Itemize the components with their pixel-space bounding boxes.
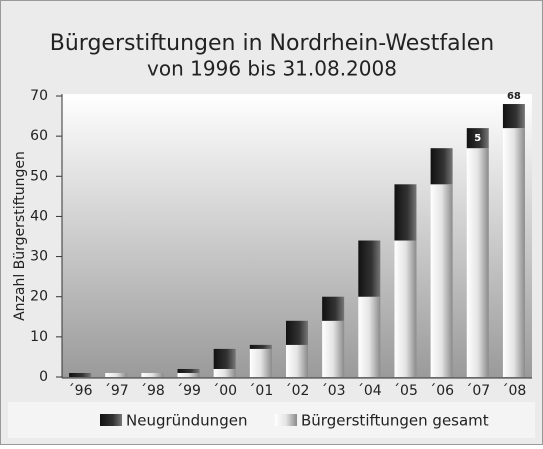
legend-label: Neugründungen bbox=[126, 412, 247, 430]
x-tick-label: ´97 bbox=[104, 383, 129, 399]
y-tick-label: 30 bbox=[30, 249, 48, 265]
y-axis-label: Anzahl Bürgerstiftungen bbox=[12, 151, 28, 321]
bar-segment bbox=[430, 148, 453, 185]
x-tick-label: ´00 bbox=[212, 383, 237, 399]
bar-segment bbox=[394, 184, 417, 241]
bar-segment bbox=[213, 368, 236, 377]
data-label: 5 bbox=[474, 133, 481, 144]
bar-segment bbox=[358, 240, 381, 297]
bar-segment bbox=[358, 296, 381, 377]
y-tick-label: 10 bbox=[30, 329, 48, 345]
x-tick-label: ´05 bbox=[393, 383, 418, 399]
x-tick-label: ´07 bbox=[465, 383, 490, 399]
y-tick-label: 0 bbox=[39, 369, 48, 385]
bar-segment bbox=[322, 296, 345, 321]
y-tick-label: 50 bbox=[30, 168, 48, 184]
x-tick-label: ´99 bbox=[176, 383, 201, 399]
bar-segment bbox=[430, 184, 453, 377]
y-tick-label: 20 bbox=[30, 289, 48, 305]
x-tick-label: ´01 bbox=[248, 383, 273, 399]
bar-segment bbox=[394, 240, 417, 377]
x-tick-label: ´03 bbox=[321, 383, 346, 399]
bar-segment bbox=[69, 372, 92, 377]
bar-segment bbox=[177, 368, 200, 373]
bar-segment bbox=[105, 372, 128, 377]
legend-swatch bbox=[275, 414, 297, 426]
bar-segment bbox=[502, 104, 525, 129]
y-tick-label: 40 bbox=[30, 208, 48, 224]
x-tick-label: ´02 bbox=[285, 383, 310, 399]
chart-title: Bürgerstiftungen in Nordrhein-Westfalen bbox=[50, 31, 494, 56]
x-tick-label: ´96 bbox=[68, 383, 93, 399]
bar-segment bbox=[466, 128, 489, 149]
y-tick-label: 70 bbox=[30, 88, 48, 104]
x-tick-label: ´06 bbox=[429, 383, 454, 399]
bar-segment bbox=[466, 148, 489, 377]
bar-segment bbox=[213, 348, 236, 369]
bar-segment bbox=[286, 344, 308, 377]
x-tick-label: ´08 bbox=[502, 383, 527, 399]
legend-label: Bürgerstiftungen gesamt bbox=[301, 412, 489, 430]
bar-segment bbox=[141, 372, 164, 377]
total-label: 68 bbox=[507, 91, 521, 102]
x-tick-label: ´04 bbox=[357, 383, 382, 399]
bar-segment bbox=[177, 372, 200, 377]
x-tick-label: ´98 bbox=[140, 383, 165, 399]
legend-bg bbox=[8, 402, 535, 438]
chart-subtitle: von 1996 bis 31.08.2008 bbox=[147, 57, 397, 81]
bar-segment bbox=[249, 344, 272, 349]
y-tick-label: 60 bbox=[30, 128, 48, 144]
bar-segment bbox=[286, 320, 308, 345]
legend-swatch bbox=[100, 414, 122, 426]
bar-segment bbox=[249, 348, 272, 377]
bar-segment bbox=[502, 128, 525, 377]
bar-segment bbox=[322, 320, 345, 377]
